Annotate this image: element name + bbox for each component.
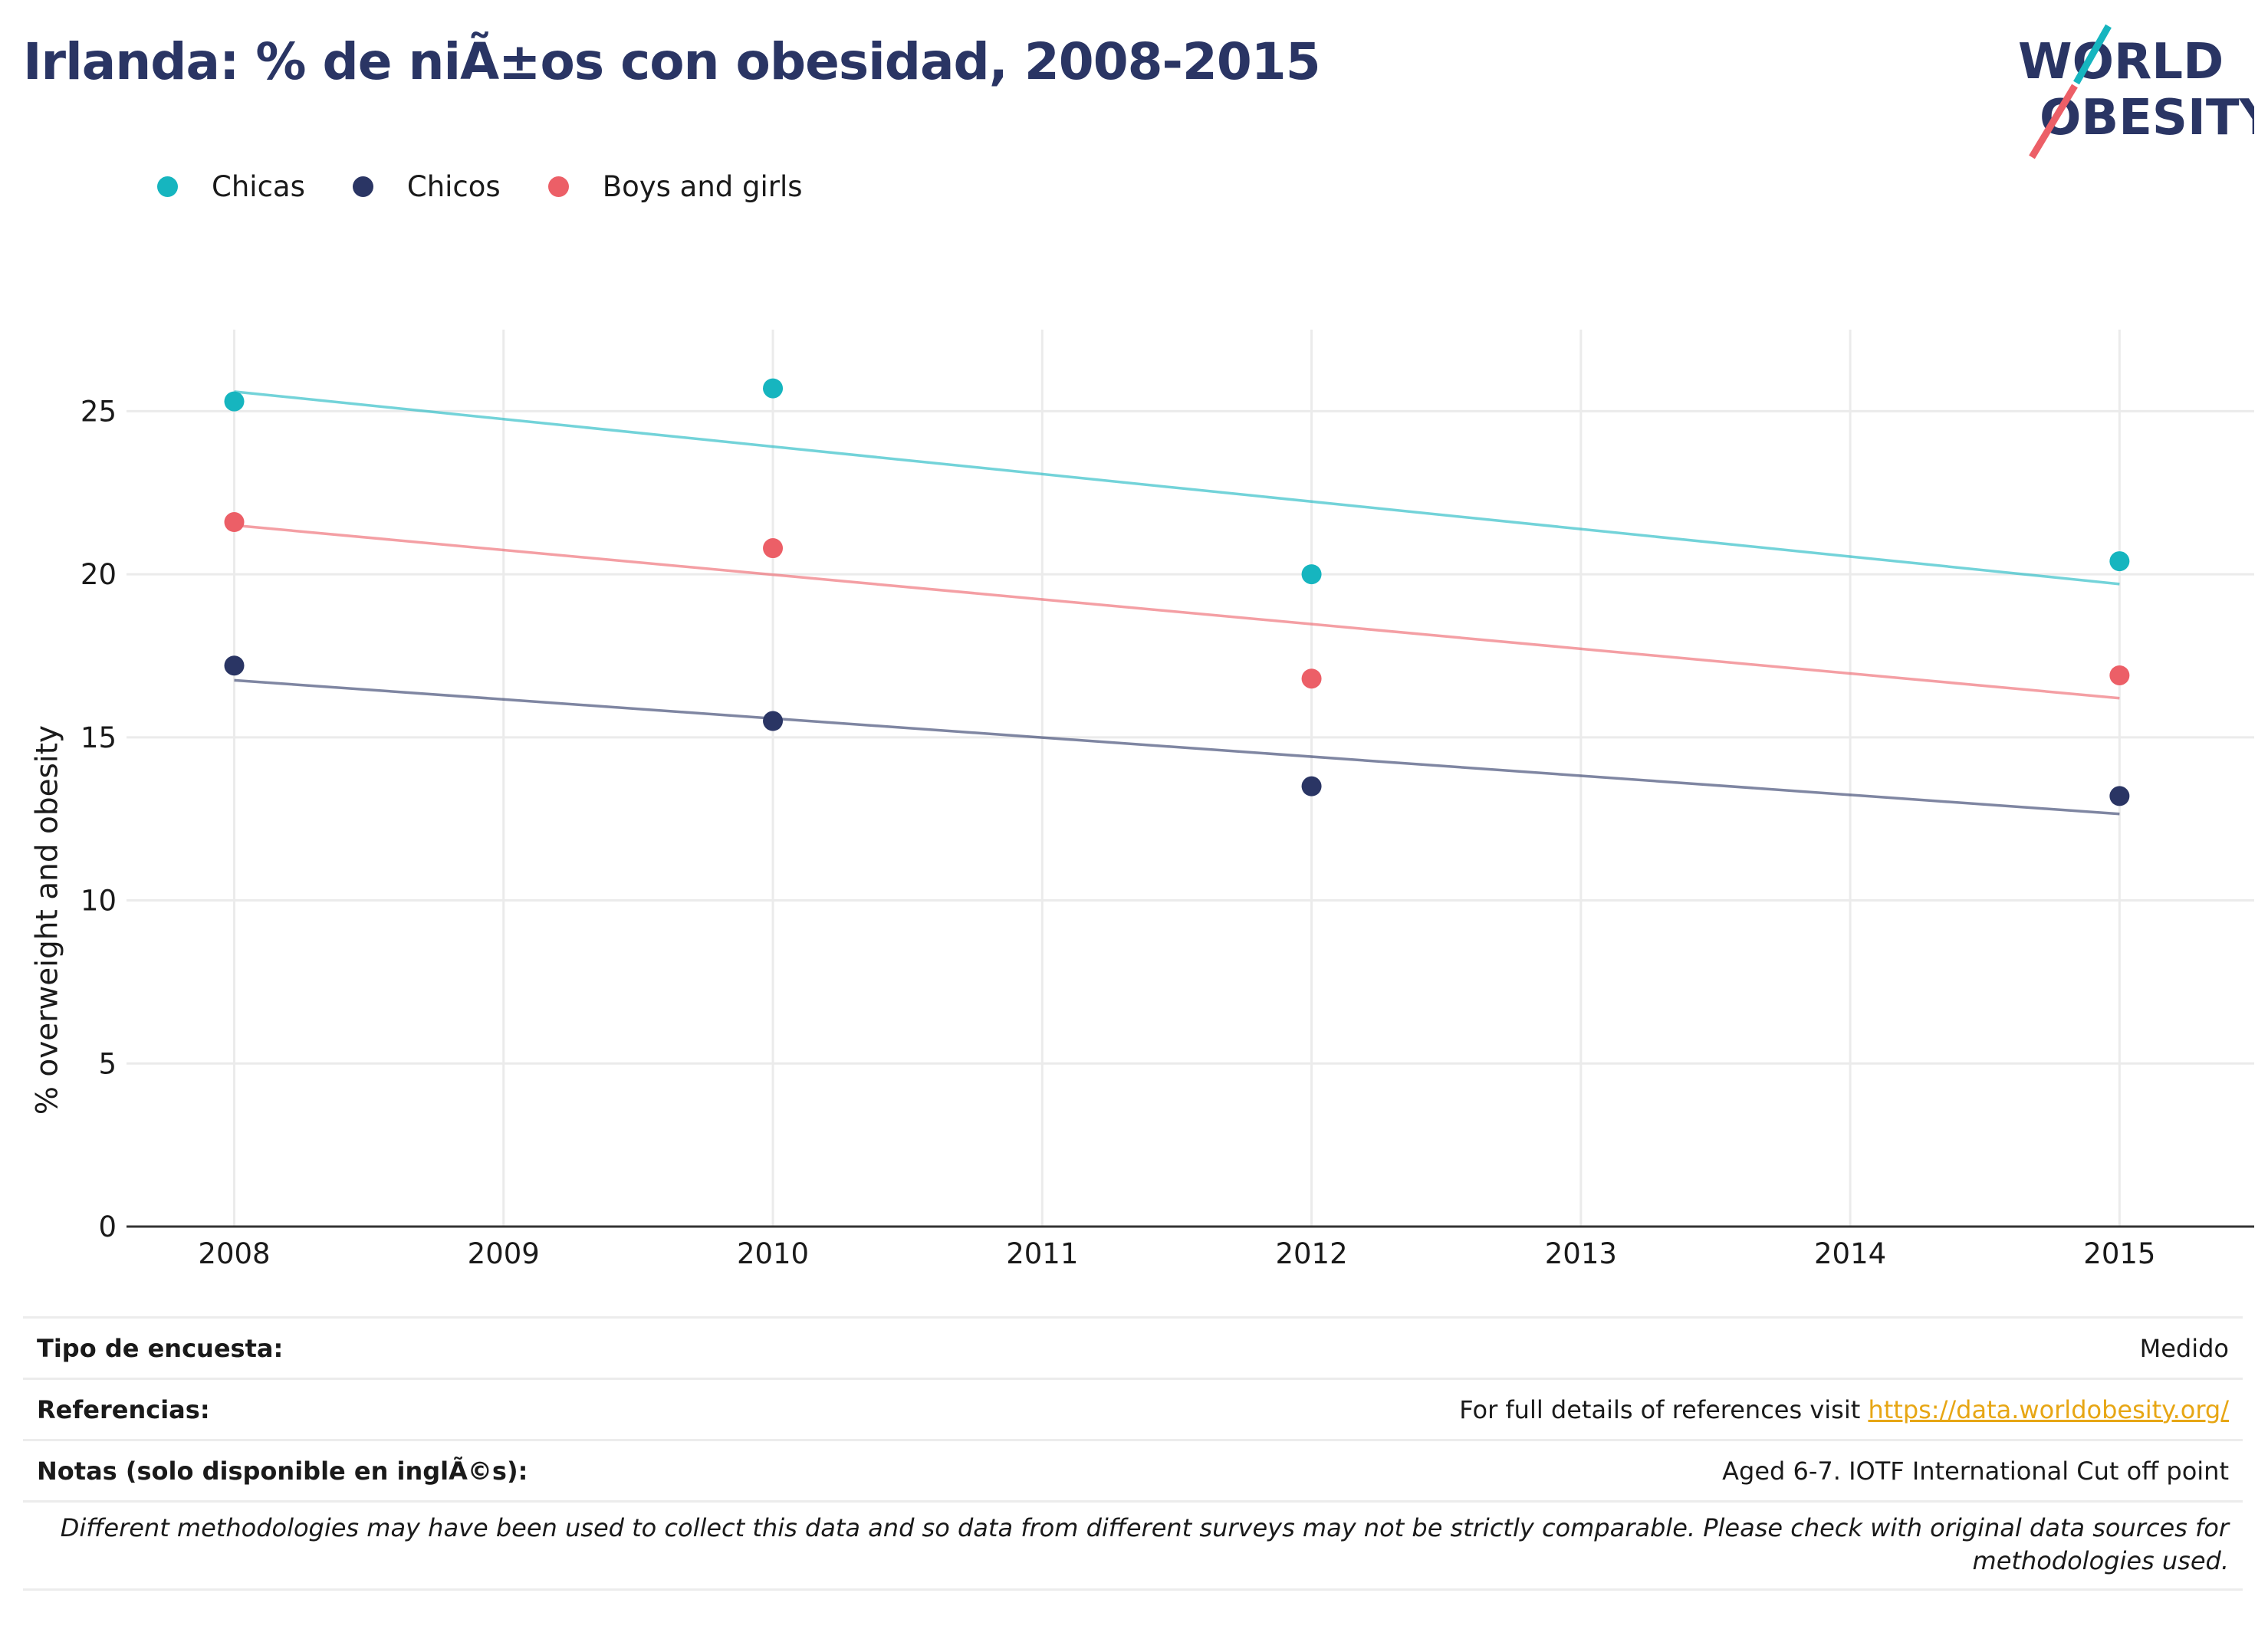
logo-line2: OBESITY	[2040, 90, 2254, 146]
x-tick-label-2010: 2010	[737, 1237, 809, 1270]
legend-label-boys-and-girls: Boys and girls	[602, 170, 803, 203]
legend-item-chicos: Chicos	[352, 170, 501, 203]
point-series-2-2012	[1301, 668, 1322, 689]
legend-dot-chicos	[352, 176, 373, 197]
methodology-disclaimer: Different methodologies may have been us…	[23, 1500, 2243, 1591]
references-value: For full details of references visit htt…	[1459, 1395, 2229, 1424]
y-tick-label-10: 10	[81, 885, 117, 918]
survey-value: Medido	[2139, 1333, 2229, 1363]
y-axis-label: % overweight and obesity	[30, 724, 65, 1115]
x-tick-label-2013: 2013	[1545, 1237, 1617, 1270]
legend-item-boys-and-girls: Boys and girls	[547, 170, 803, 203]
x-tick-label-2015: 2015	[2083, 1237, 2155, 1270]
point-series-2-2008	[224, 512, 245, 533]
logo-line1: WORLD	[2018, 34, 2224, 90]
logo-slash-teal	[2073, 24, 2112, 85]
logo-slash-red	[2029, 84, 2078, 159]
survey-label: Tipo de encuesta:	[37, 1333, 284, 1363]
point-series-1-2015	[2109, 786, 2130, 806]
point-series-1-2008	[224, 655, 245, 676]
chart-legend: Chicas Chicos Boys and girls	[157, 170, 850, 203]
y-tick-label-15: 15	[81, 721, 117, 754]
legend-dot-boys-and-girls	[547, 176, 569, 197]
legend-label-chicas: Chicas	[212, 170, 305, 203]
references-label: Referencias:	[37, 1394, 210, 1424]
point-series-0-2012	[1301, 564, 1322, 585]
point-series-2-2015	[2109, 665, 2130, 685]
trend-line-series-2	[234, 524, 2120, 700]
chart-footer: Tipo de encuesta: Medido Referencias: Fo…	[23, 1316, 2243, 1591]
y-tick-label-25: 25	[81, 395, 117, 428]
world-obesity-logo: WORLD OBESITY	[2018, 24, 2254, 159]
legend-label-chicos: Chicos	[406, 170, 501, 203]
legend-dot-chicas	[157, 176, 178, 197]
chart-plot: 0 5 10 15 20 25 2008 2009 2010 2011 2012 2013 2014 20…	[81, 330, 2254, 1270]
notes-label: Notas (solo disponible en inglÃ©s):	[37, 1456, 528, 1486]
point-series-0-2008	[224, 391, 245, 412]
point-series-0-2010	[763, 378, 784, 399]
legend-item-chicas: Chicas	[157, 170, 305, 203]
references-text: For full details of references visit	[1459, 1394, 1869, 1424]
x-tick-label-2012: 2012	[1275, 1237, 1347, 1270]
trend-line-series-1	[234, 678, 2120, 816]
point-series-2-2010	[763, 538, 784, 559]
footer-row-survey: Tipo de encuesta: Medido	[23, 1316, 2243, 1378]
point-series-1-2010	[763, 711, 784, 731]
point-series-0-2015	[2109, 551, 2130, 572]
y-tick-label-5: 5	[98, 1047, 117, 1080]
x-tick-label-2014: 2014	[1814, 1237, 1886, 1270]
page-title: Irlanda: % de niÃ±os con obesidad, 2008-…	[23, 32, 1321, 91]
footer-row-notes: Notas (solo disponible en inglÃ©s): Aged…	[23, 1439, 2243, 1500]
references-link[interactable]: https://data.worldobesity.org/	[1868, 1394, 2229, 1424]
x-tick-label-2009: 2009	[468, 1237, 540, 1270]
x-tick-label-2011: 2011	[1006, 1237, 1078, 1270]
point-series-1-2012	[1301, 776, 1322, 797]
y-tick-label-0: 0	[98, 1210, 117, 1243]
notes-value: Aged 6-7. IOTF International Cut off poi…	[1722, 1456, 2229, 1486]
footer-row-references: Referencias: For full details of referen…	[23, 1378, 2243, 1439]
x-tick-label-2008: 2008	[198, 1237, 270, 1270]
trend-line-series-0	[234, 390, 2120, 586]
y-tick-label-20: 20	[81, 558, 117, 591]
